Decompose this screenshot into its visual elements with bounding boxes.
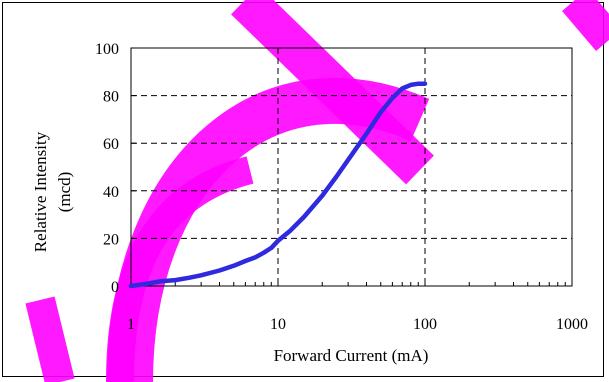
series-layer <box>128 81 428 289</box>
y-tick-labels: 0 20 40 60 80 100 <box>95 41 119 296</box>
y-tick-label: 100 <box>95 41 119 58</box>
x-tick-label: 1000 <box>556 316 588 333</box>
plot-area <box>130 47 573 287</box>
series-line <box>128 81 428 289</box>
y-tick-label: 20 <box>103 231 119 248</box>
y-tick-label: 0 <box>111 279 119 296</box>
y-axis-label-line2: (mcd) <box>55 172 74 213</box>
watermark-left-stroke <box>25 296 75 382</box>
watermark-graphic <box>25 0 609 382</box>
x-tick-label: 100 <box>413 316 437 333</box>
watermark-diagonal <box>231 0 434 185</box>
y-tick-label: 40 <box>103 184 119 201</box>
x-tick-label: 10 <box>270 316 286 333</box>
x-axis-label: Forward Current (mA) <box>274 346 429 365</box>
x-tick-label: 1 <box>127 316 135 333</box>
y-tick-label: 80 <box>103 89 119 106</box>
y-axis-label-line1: Relative Intensity <box>31 131 50 252</box>
x-tick-labels: 1 10 100 1000 <box>127 316 588 333</box>
watermark-inner-arc <box>106 156 254 382</box>
y-tick-label: 60 <box>103 136 119 153</box>
watermark-corner-stroke <box>562 0 609 52</box>
grid-lines <box>131 48 572 286</box>
